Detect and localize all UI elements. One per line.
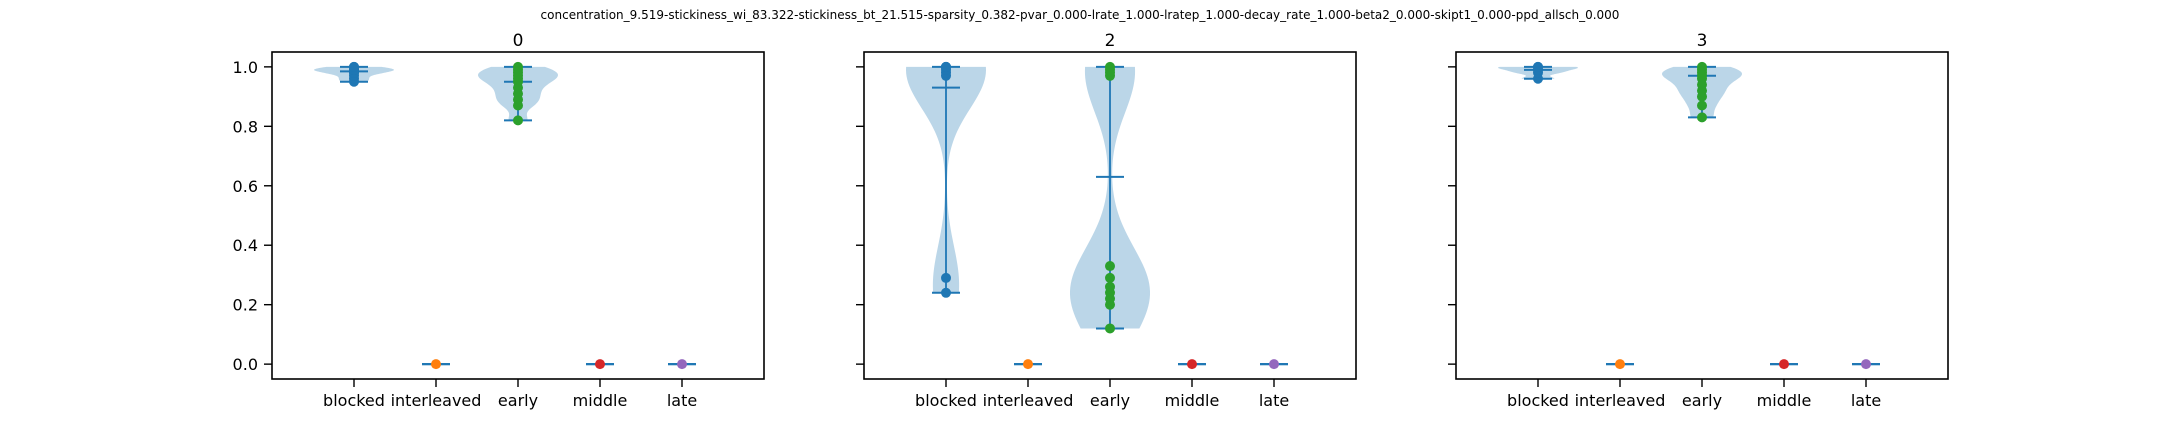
x-tick-label: early xyxy=(1682,391,1722,410)
data-point xyxy=(513,61,523,72)
violin-interleaved xyxy=(1606,359,1634,370)
violin-early xyxy=(478,61,558,126)
violin-interleaved xyxy=(1014,359,1042,370)
data-point xyxy=(1533,61,1543,72)
violin-late xyxy=(1260,359,1288,370)
x-tick-label: middle xyxy=(1165,391,1220,410)
panel-2: 3 blocked interleaved early middle late xyxy=(1448,31,1949,410)
data-point xyxy=(1615,359,1625,370)
violin-middle xyxy=(586,359,614,370)
data-point xyxy=(1861,359,1871,370)
x-tick-label: late xyxy=(1851,391,1881,410)
x-tick-label: interleaved xyxy=(1575,391,1666,410)
plot-frame xyxy=(1455,51,1949,380)
y-tick-label: 0.0 xyxy=(233,355,258,374)
y-tick-label: 0.2 xyxy=(233,296,258,315)
x-tick-label: early xyxy=(498,391,538,410)
x-tick-label: interleaved xyxy=(391,391,482,410)
y-tick-label: 0.8 xyxy=(233,117,258,136)
panel-0: 0 0.0 0.2 0.4 0.6 0.8 1.0 blocked interleaved ear… xyxy=(233,31,765,410)
panel-1: 2 blocked interleaved early middle late xyxy=(856,31,1357,410)
data-point xyxy=(1269,359,1279,370)
data-point xyxy=(1779,359,1789,370)
violin-blocked xyxy=(1498,61,1578,84)
y-tick-label: 1.0 xyxy=(233,58,258,77)
violin-interleaved xyxy=(422,359,450,370)
y-tick-label: 0.6 xyxy=(233,177,258,196)
data-point xyxy=(1105,261,1115,272)
data-point xyxy=(1697,100,1707,111)
data-point xyxy=(1105,272,1115,283)
x-tick-label: late xyxy=(1259,391,1289,410)
x-tick-label: blocked xyxy=(323,391,385,410)
x-tick-label: early xyxy=(1090,391,1130,410)
data-point xyxy=(595,359,605,370)
data-point xyxy=(349,61,359,72)
y-tick-label: 0.4 xyxy=(233,236,258,255)
data-point xyxy=(677,359,687,370)
panel-title: 0 xyxy=(513,31,524,51)
violin-middle xyxy=(1178,359,1206,370)
data-point xyxy=(1023,359,1033,370)
data-point xyxy=(941,287,951,298)
violin-late xyxy=(668,359,696,370)
violin-late xyxy=(1852,359,1880,370)
data-point xyxy=(941,272,951,283)
figure-suptitle: concentration_9.519-stickiness_wi_83.322… xyxy=(541,8,1620,22)
data-point xyxy=(1105,61,1115,72)
data-point xyxy=(1697,61,1707,72)
data-point xyxy=(513,115,523,126)
data-point xyxy=(1697,112,1707,123)
violin-early xyxy=(1070,61,1150,334)
plot-frame xyxy=(863,51,1357,380)
violin-blocked xyxy=(314,61,394,87)
panel-title: 2 xyxy=(1105,31,1116,51)
data-point xyxy=(1105,323,1115,334)
plot-frame xyxy=(271,51,765,380)
x-tick-label: late xyxy=(667,391,697,410)
x-tick-label: middle xyxy=(573,391,628,410)
data-point xyxy=(941,61,951,72)
x-tick-label: interleaved xyxy=(983,391,1074,410)
x-tick-label: middle xyxy=(1757,391,1812,410)
x-tick-label: blocked xyxy=(1507,391,1569,410)
violin-blocked xyxy=(906,61,986,298)
x-tick-label: blocked xyxy=(915,391,977,410)
data-point xyxy=(431,359,441,370)
data-point xyxy=(1105,281,1115,292)
panels: 0 0.0 0.2 0.4 0.6 0.8 1.0 blocked interleaved ear… xyxy=(233,31,1949,410)
violin-early xyxy=(1662,61,1742,123)
data-point xyxy=(1187,359,1197,370)
violin-middle xyxy=(1770,359,1798,370)
panel-title: 3 xyxy=(1697,31,1708,51)
